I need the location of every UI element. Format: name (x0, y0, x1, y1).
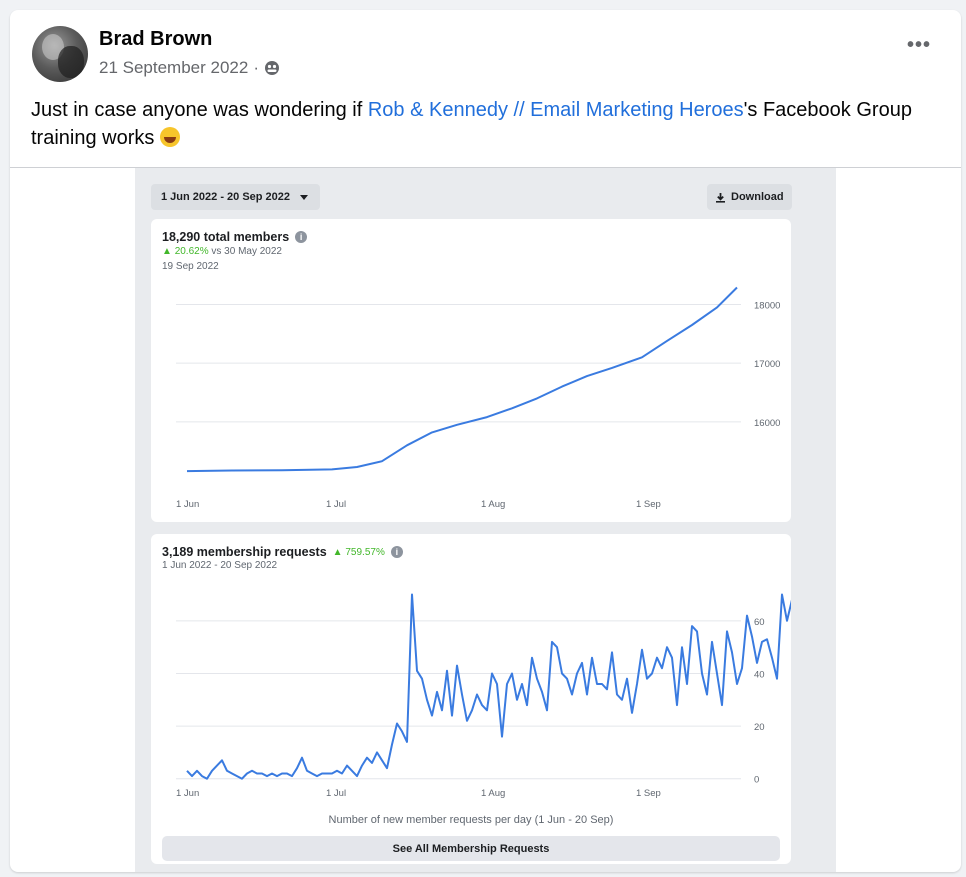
members-title: 18,290 total members (162, 230, 290, 244)
members-panel: 18,290 total members i ▲ 20.62% vs 30 Ma… (151, 219, 791, 522)
post-text: Just in case anyone was wondering if Rob… (31, 96, 931, 152)
meta-separator: · (253, 58, 260, 77)
members-change: ▲ 20.62% vs 30 May 2022 (162, 246, 282, 257)
members-change-suffix: vs 30 May 2022 (211, 246, 282, 257)
x-tick-label: 1 Sep (636, 499, 661, 510)
requests-title: 3,189 membership requests (162, 545, 327, 559)
see-all-requests-button[interactable]: See All Membership Requests (162, 836, 780, 861)
requests-title-row: 3,189 membership requests ▲ 759.57% i (162, 545, 403, 559)
members-title-row: 18,290 total members i (162, 230, 308, 244)
members-hover-date: 19 Sep 2022 (162, 261, 219, 272)
x-tick-label: 1 Jun (176, 788, 199, 799)
series-line (186, 286, 738, 473)
x-tick-label: 1 Jun (176, 499, 199, 510)
y-tick-label: 20 (754, 722, 765, 733)
info-icon[interactable]: i (295, 231, 308, 243)
avatar[interactable] (32, 26, 88, 82)
y-tick-label: 17000 (754, 359, 780, 370)
y-tick-label: 16000 (754, 418, 780, 429)
x-tick-label: 1 Aug (481, 499, 505, 510)
post-card: Brad Brown 21 September 2022 · ••• Just … (10, 10, 961, 872)
laughing-emoji-icon (159, 127, 180, 147)
x-tick-label: 1 Sep (636, 788, 661, 799)
x-tick-label: 1 Jul (326, 788, 346, 799)
date-range-label: 1 Jun 2022 - 20 Sep 2022 (161, 191, 291, 203)
requests-range: 1 Jun 2022 - 20 Sep 2022 (162, 560, 278, 571)
y-tick-label: 0 (754, 775, 759, 786)
download-label: Download (731, 191, 784, 203)
series-line (186, 593, 791, 780)
y-tick-label: 18000 (754, 300, 780, 311)
date-range-select[interactable]: 1 Jun 2022 - 20 Sep 2022 (151, 184, 321, 210)
post-meta: 21 September 2022 · (99, 58, 280, 78)
members-change-pct: 20.62% (174, 246, 209, 257)
chart-caption: Number of new member requests per day (1… (328, 814, 614, 826)
group-audience-icon[interactable] (264, 60, 280, 76)
y-tick-label: 60 (754, 617, 765, 628)
post-date[interactable]: 21 September 2022 (99, 58, 249, 77)
author-name[interactable]: Brad Brown (99, 28, 213, 50)
group-link[interactable]: Rob & Kennedy // Email Marketing Heroes (367, 99, 744, 121)
members-chart[interactable]: 16000 17000 18000 1 Jun 1 Jul 1 Aug 1 Sep (151, 219, 791, 522)
insights-screenshot[interactable]: 1 Jun 2022 - 20 Sep 2022 Download 18,290… (135, 168, 836, 872)
requests-chart[interactable]: 0 20 40 60 1 Jun 1 Jul 1 Aug 1 Sep (151, 534, 791, 814)
requests-panel: 3,189 membership requests ▲ 759.57% i 1 … (151, 534, 791, 864)
post-text-start: Just in case anyone was wondering if (31, 99, 368, 121)
info-icon[interactable]: i (390, 546, 403, 558)
download-icon (716, 192, 725, 203)
more-options-icon[interactable]: ••• (906, 34, 931, 56)
divider (10, 167, 961, 168)
post-text-end: 's Facebook Group training works (31, 99, 912, 149)
x-tick-label: 1 Aug (481, 788, 505, 799)
download-button[interactable]: Download (707, 184, 792, 210)
chevron-down-icon (300, 194, 309, 200)
x-tick-label: 1 Jul (326, 499, 346, 510)
requests-change-pct: 759.57% (345, 546, 385, 558)
y-tick-label: 40 (754, 669, 765, 680)
